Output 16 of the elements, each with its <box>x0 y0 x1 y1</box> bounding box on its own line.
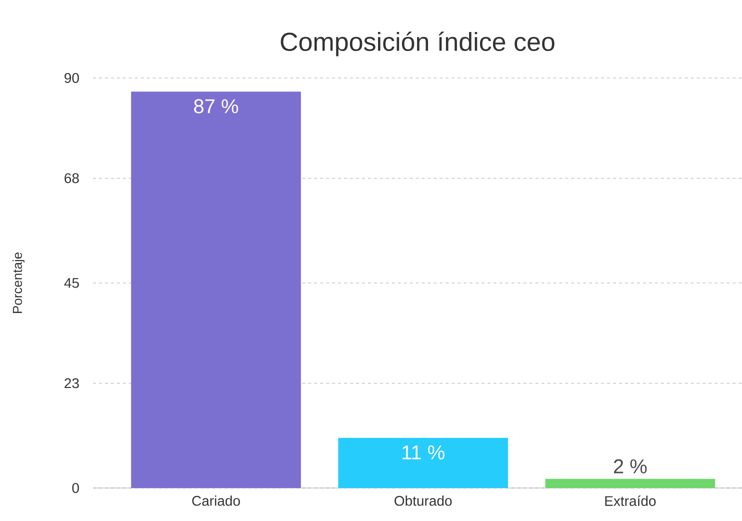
bar <box>545 478 716 488</box>
data-label: 87 % <box>194 99 238 114</box>
y-tick-label: 0 <box>72 483 79 493</box>
bar <box>131 92 301 488</box>
x-tick-label: Cariado <box>192 496 240 506</box>
x-tick-label: Obturado <box>394 496 452 506</box>
data-label: 11 % <box>402 445 444 460</box>
bar <box>338 438 508 488</box>
chart-title: Composición índice ceo <box>280 32 554 56</box>
y-tick-label: 90 <box>64 73 79 83</box>
data-label: 2 % <box>614 459 647 474</box>
y-tick-label: 23 <box>64 378 79 388</box>
x-tick-label: Extraído <box>605 496 656 506</box>
y-tick-label: 68 <box>64 173 79 184</box>
y-axis-title: Porcentaje <box>12 252 25 314</box>
y-tick-label: 45 <box>64 278 79 288</box>
